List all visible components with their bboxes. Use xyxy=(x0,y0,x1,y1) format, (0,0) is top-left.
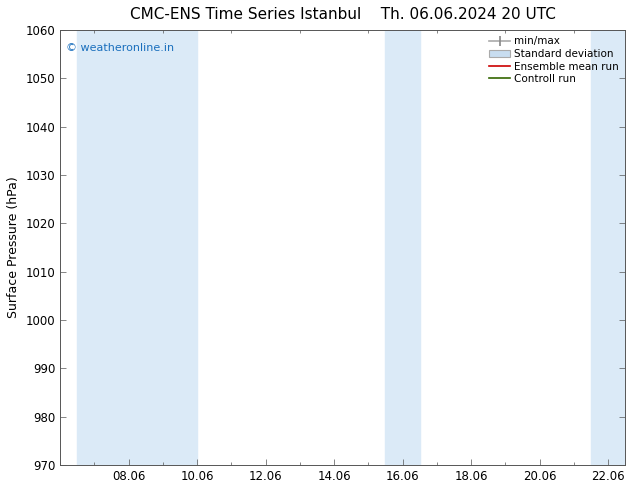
Title: CMC-ENS Time Series Istanbul    Th. 06.06.2024 20 UTC: CMC-ENS Time Series Istanbul Th. 06.06.2… xyxy=(130,7,555,22)
Legend: min/max, Standard deviation, Ensemble mean run, Controll run: min/max, Standard deviation, Ensemble me… xyxy=(485,32,623,88)
Bar xyxy=(77,30,197,465)
Bar xyxy=(385,30,420,465)
Text: © weatheronline.in: © weatheronline.in xyxy=(66,43,174,53)
Bar xyxy=(591,30,625,465)
Y-axis label: Surface Pressure (hPa): Surface Pressure (hPa) xyxy=(7,177,20,318)
